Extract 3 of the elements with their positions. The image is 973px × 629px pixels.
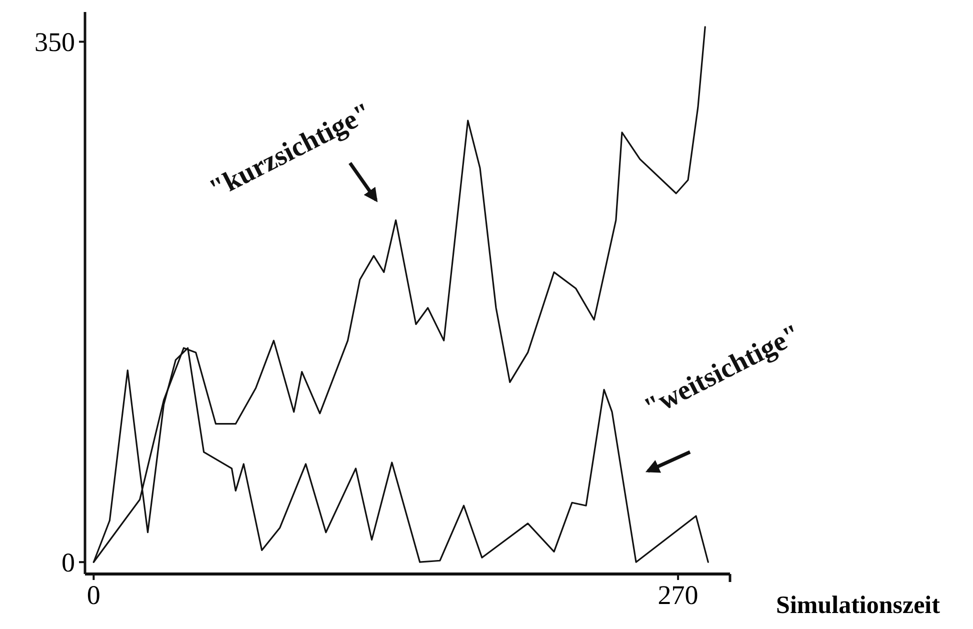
x-tick-label: 270 — [658, 580, 698, 610]
y-tick-label: 350 — [34, 27, 75, 58]
x-axis-title: Simulationszeit — [776, 592, 941, 619]
